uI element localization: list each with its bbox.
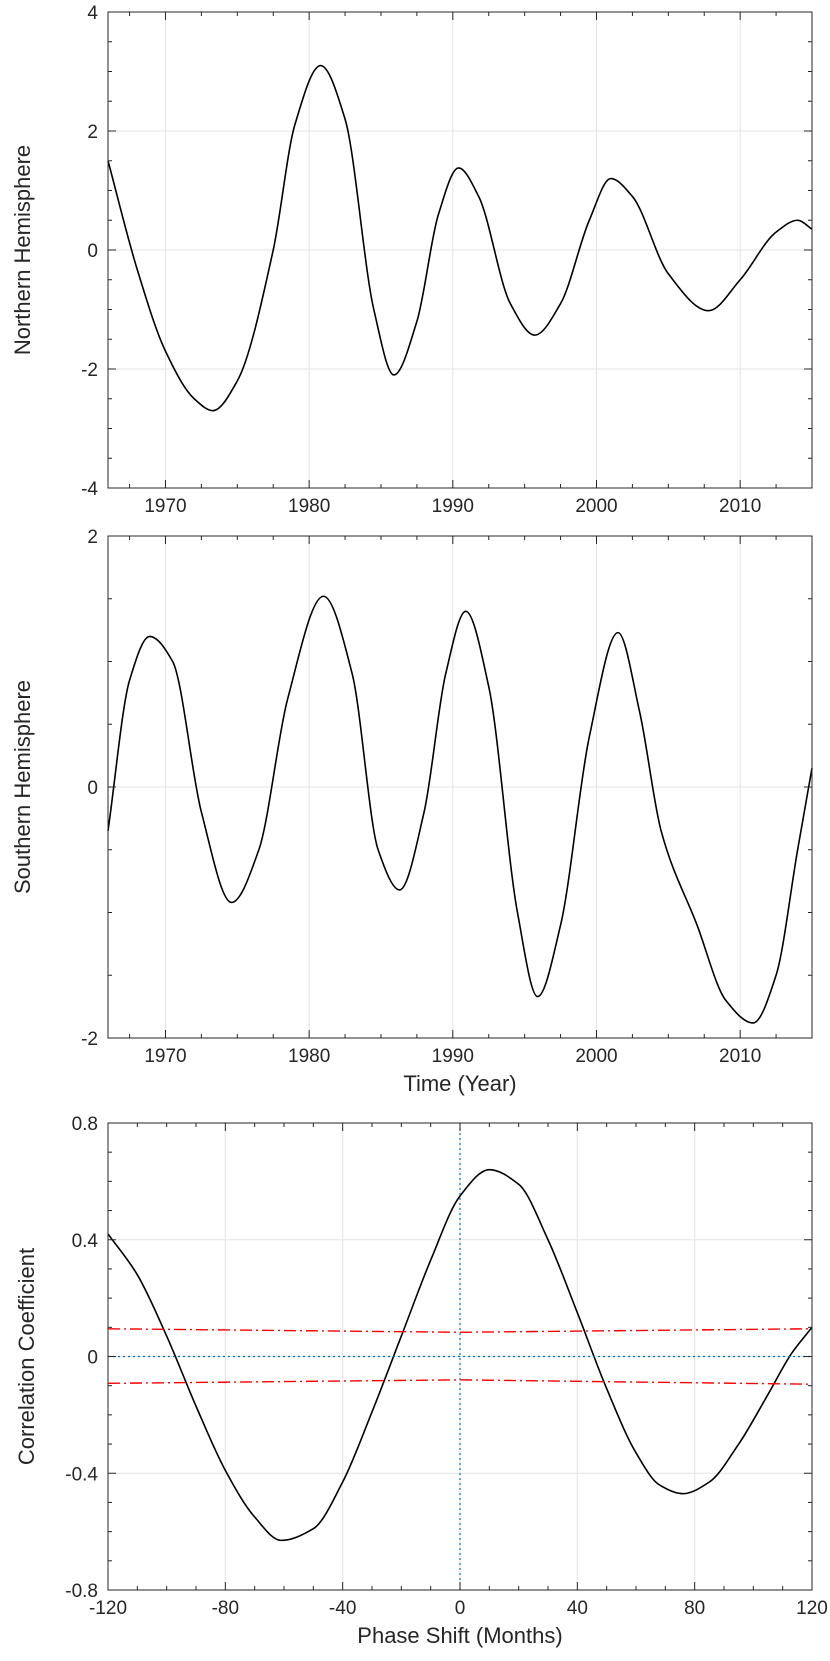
y-tick-label: 2 xyxy=(87,527,98,548)
y-tick-label: -2 xyxy=(81,360,98,381)
x-tick-label: 2000 xyxy=(575,1046,617,1067)
x-tick-label: 1970 xyxy=(144,496,186,517)
series-line-1-0 xyxy=(107,595,813,1024)
x-tick-label: -120 xyxy=(89,1598,127,1619)
chart-panel-southern: 1970 1980 1990 2000 2010 -2 0 2 Southern Hemisph… xyxy=(10,527,813,1096)
series-line-2-1 xyxy=(107,1328,813,1333)
x-tick-label: -80 xyxy=(212,1598,239,1619)
x-tick-label: 1970 xyxy=(144,1046,186,1067)
y-tick-label: -2 xyxy=(81,1029,98,1050)
x-tick-label: 40 xyxy=(567,1598,588,1619)
y-tick-label: 0 xyxy=(87,1348,98,1369)
series-line-0-0 xyxy=(107,64,813,412)
chart-panel-northern: 1970 1980 1990 2000 2010 -4 -2 0 2 4 Northern Hemi… xyxy=(10,3,813,517)
y-tick-label: 0.4 xyxy=(72,1231,99,1252)
x-tick-label: 1980 xyxy=(288,1046,330,1067)
chart-panel-correlation: -120 -80 -40 0 40 80 120 -0.8 -0.4 0 0.4 0.8 Correla… xyxy=(14,1114,828,1648)
y-tick-label: 2 xyxy=(87,122,98,143)
series-line-2-0 xyxy=(107,1168,813,1542)
x-tick-label: 120 xyxy=(796,1598,828,1619)
x-tick-label: 1990 xyxy=(432,496,474,517)
y-axis-label: Southern Hemisphere xyxy=(10,680,35,894)
y-tick-label: 0.8 xyxy=(72,1114,98,1135)
y-tick-label: -0.4 xyxy=(65,1464,98,1485)
y-axis-label: Northern Hemisphere xyxy=(10,145,35,355)
x-tick-label: 0 xyxy=(455,1598,466,1619)
x-axis-label: Time (Year) xyxy=(403,1071,516,1096)
y-tick-label: -0.8 xyxy=(65,1581,98,1602)
x-tick-label: 80 xyxy=(684,1598,705,1619)
x-tick-label: 1990 xyxy=(432,1046,474,1067)
x-tick-label: 2010 xyxy=(719,1046,761,1067)
x-tick-label: 2010 xyxy=(719,496,761,517)
y-tick-label: 0 xyxy=(87,241,98,262)
y-tick-label: -4 xyxy=(81,479,98,500)
y-tick-label: 0 xyxy=(87,778,98,799)
y-axis-label: Correlation Coefficient xyxy=(14,1248,39,1465)
x-axis-label: Phase Shift (Months) xyxy=(357,1623,562,1648)
y-tick-label: 4 xyxy=(87,3,98,24)
x-tick-label: -40 xyxy=(329,1598,356,1619)
x-tick-label: 2000 xyxy=(575,496,617,517)
x-tick-label: 1980 xyxy=(288,496,330,517)
